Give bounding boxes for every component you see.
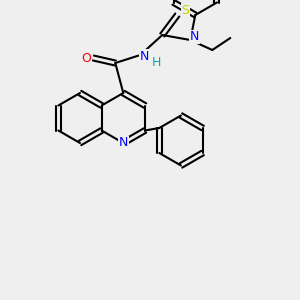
Text: N: N: [118, 136, 128, 149]
Text: N: N: [190, 31, 199, 44]
Text: O: O: [81, 52, 91, 64]
Text: N: N: [140, 50, 149, 62]
Text: S: S: [181, 4, 189, 16]
Text: H: H: [152, 56, 161, 70]
